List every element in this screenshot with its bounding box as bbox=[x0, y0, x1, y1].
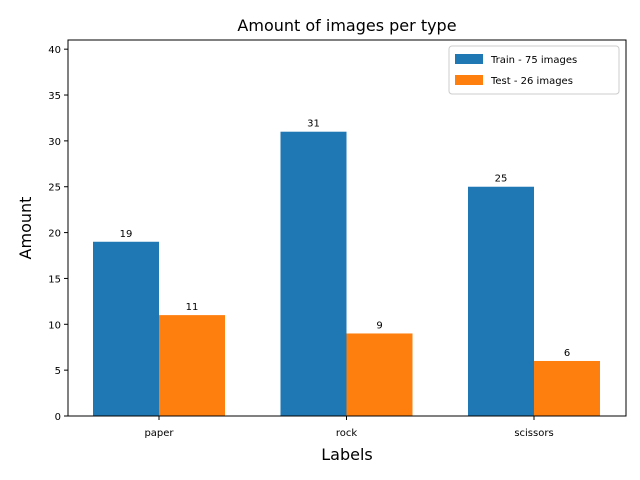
data-label: 11 bbox=[186, 302, 199, 313]
bar-paper-train bbox=[93, 241, 159, 416]
plot-area: 19 31 25 11 9 6 0 5 10 15 20 25 30 35 40 paper rock sciss… bbox=[48, 39, 627, 439]
data-label: 19 bbox=[120, 229, 133, 240]
legend-label: Train - 75 images bbox=[490, 55, 577, 66]
y-tick-label: 25 bbox=[48, 183, 61, 194]
y-axis-title: Amount bbox=[16, 197, 35, 260]
y-tick-label: 20 bbox=[48, 229, 61, 240]
chart-title: Amount of images per type bbox=[237, 16, 456, 35]
x-tick-label: rock bbox=[336, 428, 358, 439]
x-tick-label: paper bbox=[144, 428, 174, 439]
y-tick-label: 15 bbox=[48, 274, 61, 285]
data-label: 25 bbox=[495, 174, 508, 185]
legend-label: Test - 26 images bbox=[490, 76, 573, 87]
y-tick-label: 30 bbox=[48, 137, 61, 148]
legend-swatch bbox=[455, 75, 483, 85]
bar-scissors-test bbox=[534, 360, 600, 416]
data-label: 31 bbox=[307, 119, 320, 130]
y-tick-label: 5 bbox=[55, 366, 61, 377]
y-tick-label: 10 bbox=[48, 320, 61, 331]
bar-paper-test bbox=[159, 315, 225, 416]
y-tick-label: 40 bbox=[48, 45, 61, 56]
data-label: 9 bbox=[376, 320, 382, 331]
y-tick-label: 0 bbox=[55, 412, 61, 423]
y-tick-label: 35 bbox=[48, 91, 61, 102]
bar-rock-train bbox=[280, 131, 347, 416]
legend: Train - 75 images Test - 26 images bbox=[448, 45, 620, 95]
x-axis-title: Labels bbox=[321, 445, 373, 464]
bar-rock-test bbox=[346, 333, 413, 416]
bar-scissors-train bbox=[468, 186, 534, 416]
data-label: 6 bbox=[564, 348, 570, 359]
legend-box bbox=[448, 45, 620, 95]
legend-swatch bbox=[455, 54, 483, 64]
x-tick-label: scissors bbox=[514, 428, 553, 439]
